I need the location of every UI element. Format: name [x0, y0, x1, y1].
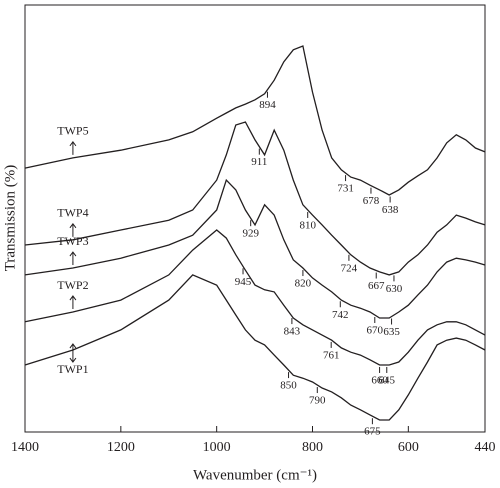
peak-label: 742 [332, 309, 349, 321]
x-axis-title: Wavenumber (cm⁻¹) [193, 467, 317, 483]
x-tick-label: 800 [302, 440, 323, 455]
arrow-head [69, 343, 77, 349]
arrow-head [69, 141, 77, 147]
x-tick-label: 600 [398, 440, 419, 455]
x-tick-label: 1000 [203, 440, 231, 455]
y-axis-title: Transmission (%) [2, 165, 18, 272]
peak-label: 945 [235, 276, 252, 288]
x-tick-label: 440 [475, 440, 496, 455]
peak-label: 675 [364, 426, 381, 438]
peak-label: 820 [295, 278, 312, 290]
spectrum-line [24, 178, 486, 319]
peak-label: 790 [309, 395, 326, 407]
arrow-head [69, 295, 77, 301]
series-label: TWP2 [57, 278, 88, 292]
peak-label: 630 [386, 283, 403, 295]
arrow-head [69, 357, 77, 363]
peak-label: 843 [284, 326, 301, 338]
spectrum-line [24, 229, 486, 366]
plot-frame [24, 4, 486, 433]
peak-label: 638 [382, 204, 399, 216]
arrow-head [69, 251, 77, 257]
spectrum-line [24, 121, 486, 276]
spectrum-line [24, 45, 486, 196]
series-label: TWP1 [57, 362, 88, 376]
series-label: TWP4 [57, 206, 88, 220]
series-label: TWP3 [57, 234, 88, 248]
peak-label: 678 [363, 195, 380, 207]
peak-label: 911 [251, 156, 267, 168]
peak-label: 894 [259, 99, 276, 111]
peak-label: 929 [242, 228, 259, 240]
peak-label: 667 [368, 280, 385, 292]
peak-label: 810 [299, 219, 316, 231]
peak-label: 635 [383, 326, 400, 338]
peak-label: 660 [371, 374, 388, 386]
spectrum-line [24, 274, 486, 421]
series-label: TWP5 [57, 124, 88, 138]
arrow-head [69, 223, 77, 229]
peak-label: 724 [341, 262, 358, 274]
x-tick-label: 1400 [11, 440, 39, 455]
peak-label: 645 [379, 374, 396, 386]
peak-label: 761 [323, 349, 340, 361]
peak-label: 670 [367, 325, 384, 337]
x-tick-label: 1200 [107, 440, 135, 455]
peak-label: 731 [337, 183, 354, 195]
peak-label: 850 [280, 380, 297, 392]
